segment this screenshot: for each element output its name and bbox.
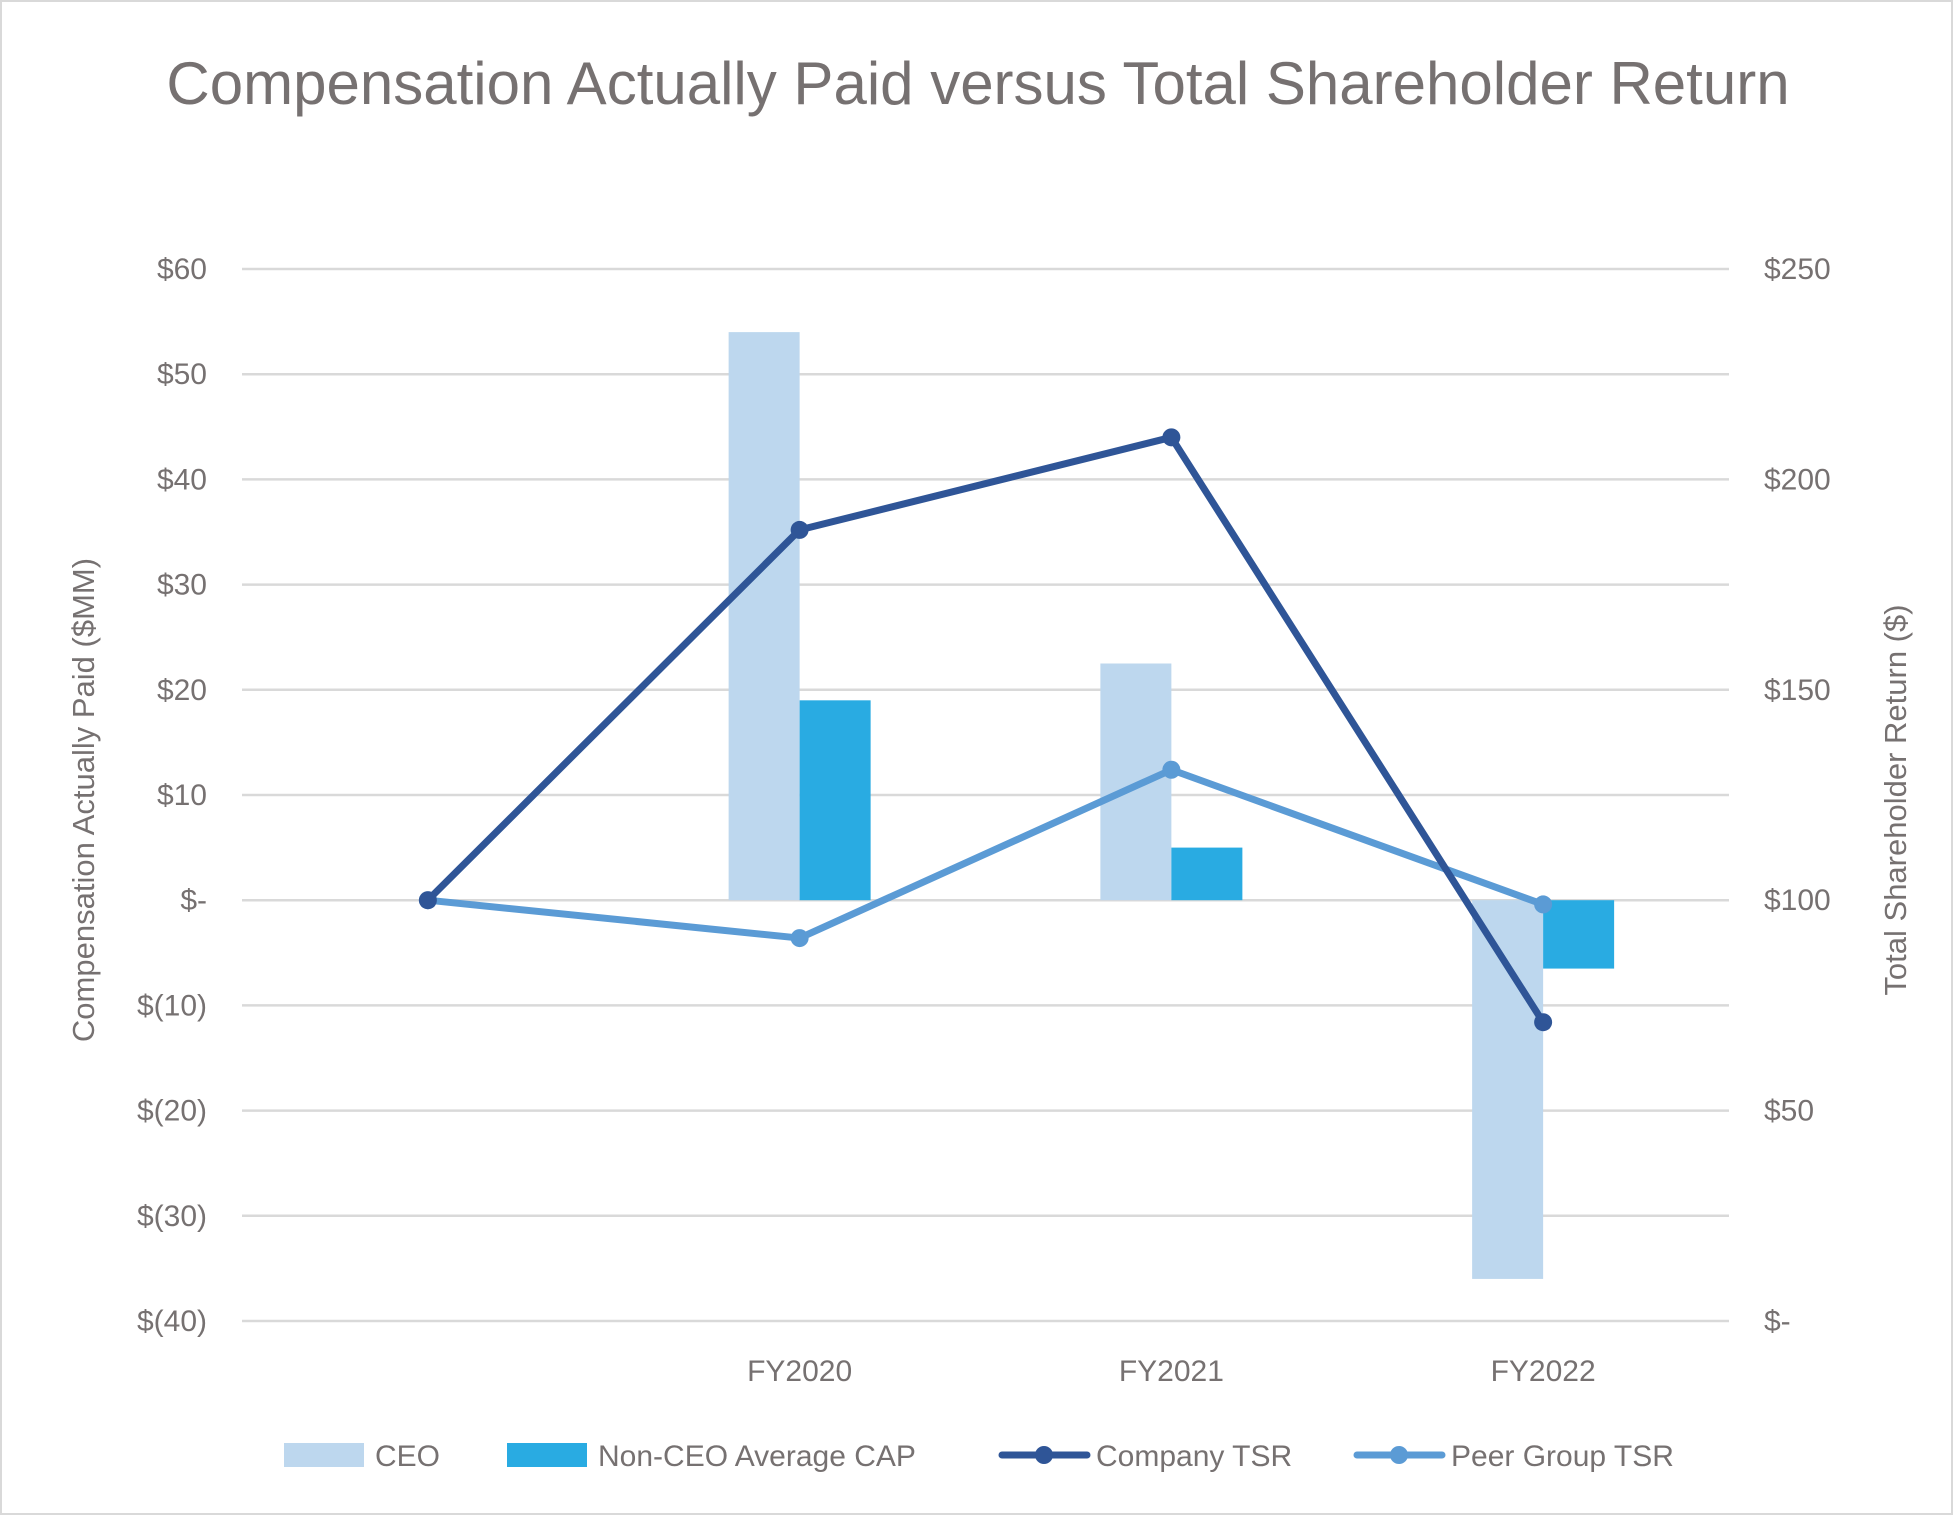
y-right-tick-label: $200: [1764, 463, 1831, 496]
legend-swatch-non-ceo-average-cap: [507, 1443, 587, 1467]
bar-non-ceo-average-cap: [1543, 900, 1615, 969]
y-axis-right-title: Total Shareholder Return ($): [1878, 604, 1913, 995]
bar-non-ceo-average-cap: [799, 700, 871, 901]
line-peer-group-tsr: [424, 766, 1547, 942]
x-tick-label: FY2022: [1491, 1355, 1596, 1388]
left-axis-ticks: $60 $50 $40 $30 $20 $10 $- $(10) $(20) $(30) $(40): [137, 253, 207, 1338]
legend-marker-peer-group-tsr: [1390, 1446, 1408, 1464]
right-axis-ticks: $250 $200 $150 $100 $50 $-: [1764, 253, 1831, 1338]
bar-non-ceo-average-cap: [1171, 847, 1243, 901]
y-left-tick-label: $(40): [137, 1305, 207, 1338]
line-layer: [418, 428, 1553, 1032]
legend-swatch-ceo: [284, 1443, 364, 1467]
bar-layer: [728, 332, 1615, 1279]
y-right-tick-label: $100: [1764, 884, 1831, 917]
y-left-tick-label: $10: [157, 779, 207, 812]
y-right-tick-label: $50: [1764, 1095, 1814, 1128]
point-company-tsr: [1162, 428, 1181, 447]
line-company-tsr: [424, 433, 1547, 1026]
y-left-tick-label: $-: [180, 884, 207, 917]
legend-label-company-tsr: Company TSR: [1096, 1440, 1292, 1473]
y-left-tick-label: $50: [157, 358, 207, 391]
legend-marker-company-tsr: [1035, 1446, 1053, 1464]
y-right-tick-label: $250: [1764, 253, 1831, 286]
bar-ceo: [1472, 900, 1544, 1279]
point-company-tsr: [1534, 1013, 1553, 1032]
x-tick-label: FY2021: [1119, 1355, 1224, 1388]
y-axis-left-title: Compensation Actually Paid ($MM): [66, 558, 101, 1042]
legend-label-ceo: CEO: [375, 1440, 440, 1473]
legend: CEO Non-CEO Average CAP Company TSR Peer Gr…: [284, 1440, 1674, 1473]
y-right-tick-label: $-: [1764, 1305, 1791, 1338]
point-peer-group-tsr: [790, 929, 809, 948]
point-company-tsr: [790, 520, 809, 539]
y-left-tick-label: $30: [157, 569, 207, 602]
bar-ceo: [728, 332, 800, 901]
y-right-tick-label: $150: [1764, 674, 1831, 707]
y-left-tick-label: $(30): [137, 1200, 207, 1233]
y-left-tick-label: $20: [157, 674, 207, 707]
legend-label-non-ceo-average-cap: Non-CEO Average CAP: [598, 1440, 916, 1473]
point-company-tsr: [418, 891, 437, 910]
y-left-tick-label: $(20): [137, 1095, 207, 1128]
point-peer-group-tsr: [1534, 895, 1553, 914]
point-peer-group-tsr: [1162, 760, 1181, 779]
chart-title: Compensation Actually Paid versus Total …: [166, 50, 1789, 117]
y-left-tick-label: $(10): [137, 989, 207, 1022]
bar-ceo: [1100, 663, 1172, 901]
legend-label-peer-group-tsr: Peer Group TSR: [1451, 1440, 1674, 1473]
y-left-tick-label: $40: [157, 463, 207, 496]
y-left-tick-label: $60: [157, 253, 207, 286]
x-axis-ticks: FY2020 FY2021 FY2022: [747, 1355, 1596, 1388]
x-tick-label: FY2020: [747, 1355, 852, 1388]
